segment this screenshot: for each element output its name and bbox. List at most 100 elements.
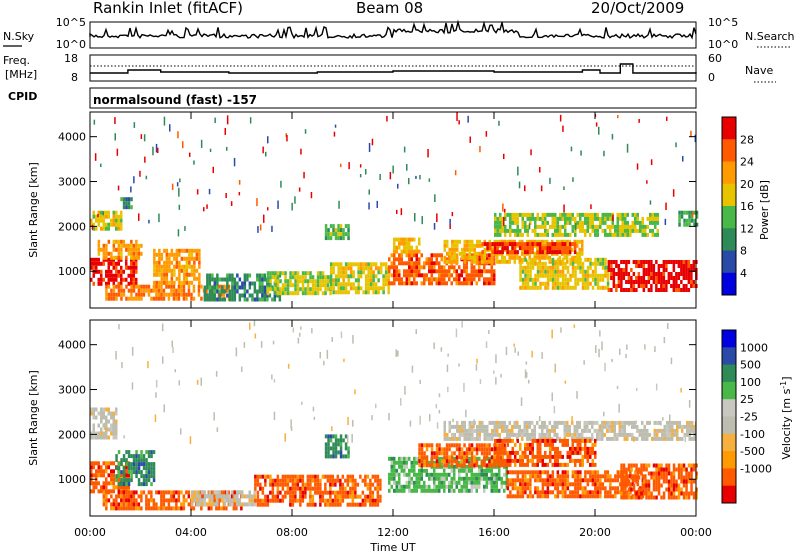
heatmap-cell [526,273,530,278]
heatmap-cell [544,261,547,266]
heatmap-cell [165,268,169,273]
heatmap-cell [188,248,191,253]
heatmap-cell [233,285,237,290]
heatmap-cell [433,451,436,456]
heatmap-cell [100,226,103,231]
heatmap-cell [286,482,290,487]
heatmap-speckle [563,186,565,191]
heatmap-cell [539,265,542,270]
heatmap-cell [254,486,257,491]
heatmap-cell [554,486,557,491]
heatmap-cell [656,428,659,433]
heatmap-cell [481,250,484,255]
heatmap-cell [559,224,562,229]
heatmap-cell [122,506,126,511]
heatmap-cell [105,284,108,289]
heatmap-cell [324,446,328,451]
heatmap-speckle [646,180,648,184]
heatmap-cell [534,454,537,459]
heatmap-cell [420,463,424,468]
heatmap-cell [490,277,493,282]
heatmap-cell [586,420,589,425]
heatmap-cell [329,478,332,483]
heatmap-cell [554,458,557,463]
heatmap-cell [571,269,575,274]
colorbar-tick-label: 24 [740,156,754,169]
heatmap-cell [665,260,668,264]
heatmap-cell [465,253,468,258]
heatmap-cell [256,502,260,507]
heatmap-cell [405,269,408,274]
heatmap-cell [483,251,486,256]
heatmap-cell [511,220,514,225]
heatmap-cell [573,242,577,247]
heatmap-cell [660,463,663,468]
heatmap-cell [217,498,221,503]
heatmap-cell [440,472,443,477]
heatmap-cell [619,216,622,221]
heatmap-cell [92,435,95,440]
heatmap-cell [319,486,322,491]
heatmap-cell [546,470,550,475]
heatmap-cell [415,484,418,489]
heatmap-cell [528,242,532,247]
heatmap-cell [232,490,236,495]
heatmap-cell [445,451,449,456]
heatmap-cell [102,222,105,227]
heatmap-cell [120,239,123,244]
heatmap-cell [208,273,212,278]
heatmap-cell [591,216,594,221]
heatmap-cell [339,434,343,439]
heatmap-speckle [595,122,598,127]
heatmap-cell [147,478,151,483]
heatmap-cell [551,242,554,247]
heatmap-cell [658,436,661,441]
heatmap-cell [506,228,509,233]
heatmap-cell [201,498,204,503]
heatmap-cell [566,269,570,274]
heatmap-cell [97,465,100,470]
heatmap-cell [105,494,108,499]
heatmap-cell [511,482,515,487]
heatmap-cell [276,279,280,284]
heatmap-cell [445,257,448,262]
heatmap-cell [692,284,696,288]
heatmap-cell [132,251,136,256]
heatmap-cell [376,494,380,499]
heatmap-cell [561,494,565,499]
heatmap-cell [259,486,262,491]
heatmap-cell [443,273,446,278]
heatmap-speckle [263,214,265,223]
heatmap-speckle [454,170,457,176]
heatmap-cell [228,293,232,298]
heatmap-cell [503,242,507,247]
heatmap-cell [324,232,328,237]
heatmap-cell [638,432,641,437]
heatmap-cell [686,420,689,425]
heatmap-cell [430,455,434,460]
heatmap-cell [672,495,676,500]
heatmap-cell [362,270,365,275]
heatmap-cell [263,273,267,278]
heatmap-cell [115,466,118,471]
heatmap-cell [458,432,461,437]
heatmap-cell [153,268,156,273]
heatmap-cell [620,284,623,288]
heatmap-cell [248,502,251,507]
heatmap-cell [271,486,275,491]
heatmap-cell [556,486,560,491]
heatmap-cell [692,268,696,272]
heatmap-cell [655,475,658,480]
heatmap-cell [596,420,599,425]
heatmap-cell [150,482,153,487]
heatmap-cell [440,253,443,258]
heatmap-cell [576,438,579,443]
heatmap-cell [638,428,641,433]
heatmap-cell [90,257,93,262]
heatmap-cell [311,494,315,499]
heatmap-cell [473,265,476,270]
heatmap-cell [316,478,320,483]
heatmap-cell [614,224,617,229]
heatmap-cell [223,494,226,499]
heatmap-cell [672,491,676,496]
